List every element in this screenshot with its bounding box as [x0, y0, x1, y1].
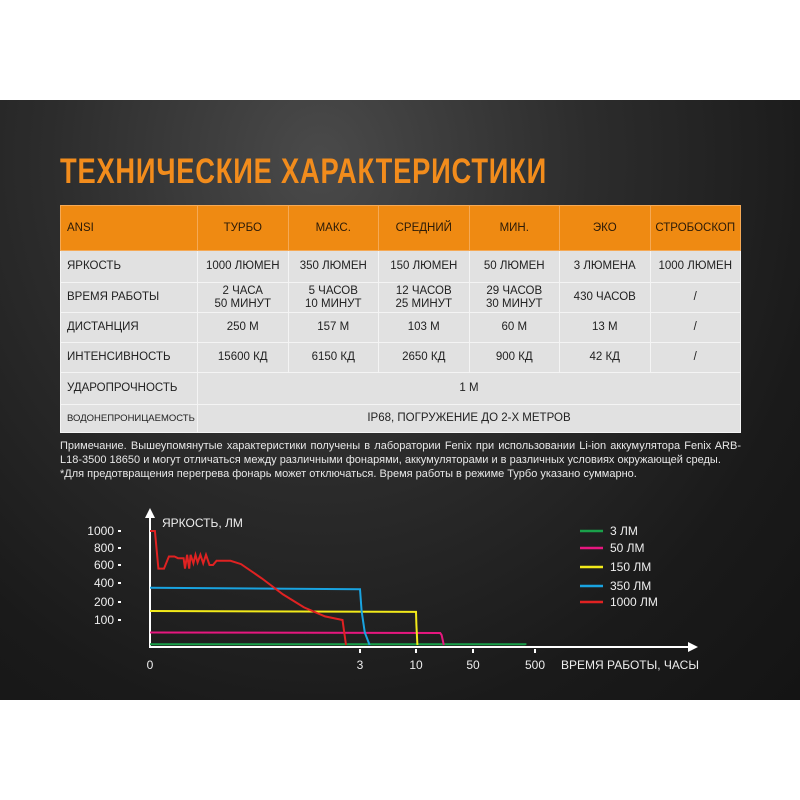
- y-tick-label: 1000: [87, 524, 114, 538]
- x-tick-label: 0: [147, 658, 154, 672]
- row-value: /: [649, 342, 741, 373]
- header-cell: ЭКО: [559, 205, 651, 251]
- row-value: 15600 КД: [197, 342, 289, 373]
- table-header-row: ANSI ТУРБО МАКС. СРЕДНИЙ МИН. ЭКО СТРОБОСКОП: [60, 205, 741, 251]
- specs-table: ANSI ТУРБО МАКС. СРЕДНИЙ МИН. ЭКО СТРОБОСКОП ЯР…: [60, 205, 741, 433]
- value-line: 30 МИНУТ: [486, 297, 543, 310]
- header-cell: СРЕДНИЙ: [378, 205, 470, 251]
- series-line: [149, 631, 445, 646]
- value-line: 25 МИНУТ: [395, 297, 452, 310]
- header-cell: СТРОБОСКОП: [649, 205, 741, 251]
- row-value: 6150 КД: [287, 342, 379, 373]
- value-line: 50 МИНУТ: [214, 297, 271, 310]
- row-label: ДИСТАНЦИЯ: [60, 312, 198, 343]
- x-tick-label: 50: [466, 658, 480, 672]
- row-value: 350 ЛЮМЕН: [287, 250, 379, 283]
- row-label: ИНТЕНСИВНОСТЬ: [60, 342, 198, 373]
- series-line: [149, 586, 371, 646]
- x-tick-label: 500: [525, 658, 545, 672]
- x-axis-arrow-icon: [688, 642, 698, 652]
- legend-label: 150 ЛМ: [610, 560, 651, 574]
- header-cell: ANSI: [60, 205, 198, 251]
- notes: Примечание. Вышеупомянутые характеристик…: [60, 439, 741, 481]
- row-value: 900 КД: [468, 342, 560, 373]
- row-value: 3 ЛЮМЕНА: [559, 250, 651, 283]
- row-value: IP68, ПОГРУЖЕНИЕ ДО 2-Х МЕТРОВ: [197, 404, 741, 433]
- row-value: 157 М: [287, 312, 379, 343]
- header-cell: МИН.: [468, 205, 560, 251]
- table-row: ЯРКОСТЬ 1000 ЛЮМЕН 350 ЛЮМЕН 150 ЛЮМЕН 50 ЛЮ…: [60, 250, 741, 283]
- legend-label: 350 ЛМ: [610, 579, 651, 593]
- y-tick-label: 400: [94, 576, 114, 590]
- value-line: 12 ЧАСОВ: [395, 284, 452, 297]
- value-line: 430 ЧАСОВ: [573, 291, 636, 303]
- row-value: 2 ЧАСА 50 МИНУТ: [197, 282, 289, 313]
- y-tick-label: 100: [94, 613, 114, 627]
- row-label: ВОДОНЕПРОНИЦАЕМОСТЬ: [60, 404, 198, 433]
- y-tick-label: 800: [94, 541, 114, 555]
- row-value: /: [649, 312, 741, 343]
- x-axis-label: ВРЕМЯ РАБОТЫ, ЧАСЫ: [561, 658, 699, 672]
- table-row: ВОДОНЕПРОНИЦАЕМОСТЬ IP68, ПОГРУЖЕНИЕ ДО 2…: [60, 404, 741, 433]
- row-value: 60 М: [468, 312, 560, 343]
- row-value: 103 М: [378, 312, 470, 343]
- row-label: ВРЕМЯ РАБОТЫ: [60, 282, 198, 313]
- legend-label: 50 ЛМ: [610, 541, 645, 555]
- x-tick-label: 3: [357, 658, 364, 672]
- series-line: [149, 610, 419, 646]
- table-row: ДИСТАНЦИЯ 250 М 157 М 103 М 60 М 13 М /: [60, 312, 741, 343]
- table-row: ИНТЕНСИВНОСТЬ 15600 КД 6150 КД 2650 КД 900 К…: [60, 342, 741, 373]
- row-label: ЯРКОСТЬ: [60, 250, 198, 283]
- y-tick-label: 600: [94, 558, 114, 572]
- page-title: ТЕХНИЧЕСКИЕ ХАРАКТЕРИСТИКИ: [60, 152, 548, 191]
- table-row: УДАРОПРОЧНОСТЬ 1 М: [60, 372, 741, 405]
- note-main: Примечание. Вышеупомянутые характеристик…: [60, 440, 741, 466]
- note-turbo: *Для предотвращения перегрева фонарь мож…: [60, 468, 637, 480]
- row-label: УДАРОПРОЧНОСТЬ: [60, 372, 198, 405]
- table-row: ВРЕМЯ РАБОТЫ 2 ЧАСА 50 МИНУТ 5 ЧАСОВ 10 МИНУ…: [60, 282, 741, 313]
- header-cell: МАКС.: [287, 205, 379, 251]
- value-line: 5 ЧАСОВ: [308, 284, 358, 297]
- row-value: 12 ЧАСОВ 25 МИНУТ: [378, 282, 470, 313]
- header-cell: ТУРБО: [197, 205, 289, 251]
- legend-label: 3 ЛМ: [610, 524, 638, 538]
- row-value: 5 ЧАСОВ 10 МИНУТ: [287, 282, 379, 313]
- y-tick-label: 200: [94, 595, 114, 609]
- row-value: 13 М: [559, 312, 651, 343]
- x-tick-label: 10: [409, 658, 423, 672]
- value-line: 2 ЧАСА: [222, 284, 263, 297]
- value-line: /: [693, 291, 697, 303]
- series-line: [150, 530, 347, 646]
- value-line: 10 МИНУТ: [305, 297, 362, 310]
- y-axis-arrow-icon: [145, 508, 155, 518]
- row-value: 1 М: [197, 372, 741, 405]
- y-axis-label: ЯРКОСТЬ, ЛМ: [162, 516, 243, 530]
- series-line: [150, 643, 527, 646]
- value-line: 29 ЧАСОВ: [486, 284, 543, 297]
- row-value: 2650 КД: [378, 342, 470, 373]
- row-value: 150 ЛЮМЕН: [378, 250, 470, 283]
- legend-label: 1000 ЛМ: [610, 595, 658, 609]
- row-value: /: [649, 282, 741, 313]
- row-value: 29 ЧАСОВ 30 МИНУТ: [468, 282, 560, 313]
- row-value: 1000 ЛЮМЕН: [197, 250, 289, 283]
